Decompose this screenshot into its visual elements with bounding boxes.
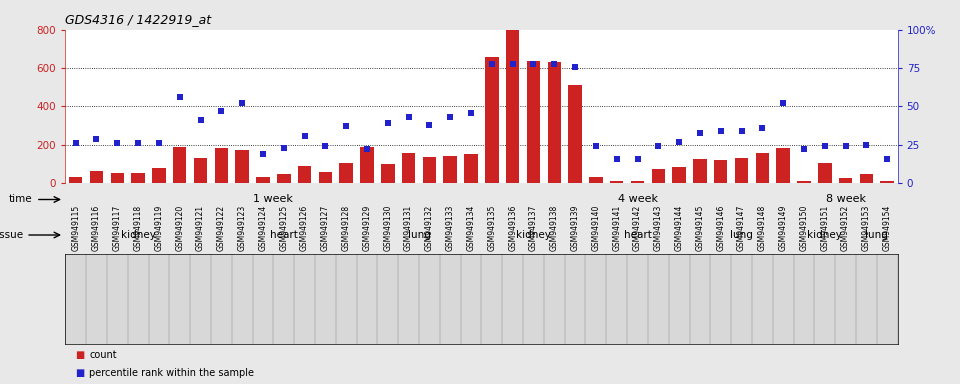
Point [817, 143, 832, 149]
Point [339, 123, 354, 129]
Text: ■: ■ [75, 368, 84, 378]
Point [630, 156, 645, 162]
Bar [340, 163, 353, 183]
Point [193, 117, 208, 123]
Point [733, 128, 749, 134]
Text: lung: lung [408, 230, 430, 240]
Bar [880, 181, 894, 183]
Point [796, 146, 811, 152]
Point [109, 140, 125, 146]
Text: heart: heart [624, 230, 652, 240]
Bar [69, 177, 83, 183]
Bar [859, 174, 874, 183]
Text: 8 week: 8 week [826, 195, 866, 205]
Text: 4 week: 4 week [617, 195, 658, 205]
Point [567, 64, 583, 70]
Bar [610, 181, 623, 183]
Point [421, 122, 437, 128]
Text: lung: lung [865, 230, 888, 240]
Bar [132, 174, 145, 183]
Text: kidney: kidney [807, 230, 842, 240]
Bar [756, 153, 769, 183]
Point [234, 100, 250, 106]
Point [214, 108, 229, 114]
Bar [298, 166, 311, 183]
Text: count: count [89, 350, 117, 360]
Point [359, 146, 374, 152]
Point [858, 142, 874, 148]
Bar [672, 167, 685, 183]
Point [172, 94, 187, 100]
Text: kidney: kidney [121, 230, 156, 240]
Bar [797, 181, 811, 183]
Bar [402, 153, 416, 183]
Bar [89, 170, 104, 183]
Point [443, 114, 458, 120]
Point [526, 61, 541, 67]
Bar [319, 172, 332, 183]
Bar [818, 163, 831, 183]
Bar [110, 174, 124, 183]
Point [152, 140, 167, 146]
Text: ■: ■ [75, 350, 84, 360]
Bar [422, 157, 436, 183]
Bar [235, 149, 249, 183]
Bar [152, 168, 166, 183]
Bar [277, 174, 291, 183]
Point [505, 61, 520, 67]
Text: time: time [9, 195, 33, 205]
Point [879, 156, 895, 162]
Bar [547, 61, 561, 183]
Text: GDS4316 / 1422919_at: GDS4316 / 1422919_at [65, 13, 211, 26]
Text: heart: heart [270, 230, 298, 240]
Point [131, 140, 146, 146]
Bar [485, 57, 498, 183]
Bar [693, 159, 707, 183]
Point [297, 132, 312, 139]
Point [276, 145, 292, 151]
Bar [839, 178, 852, 183]
Bar [173, 147, 186, 183]
Bar [215, 147, 228, 183]
Point [464, 109, 479, 116]
Bar [381, 164, 395, 183]
Text: percentile rank within the sample: percentile rank within the sample [89, 368, 254, 378]
Bar [652, 169, 665, 183]
Bar [777, 147, 790, 183]
Bar [506, 30, 519, 183]
Bar [568, 86, 582, 183]
Bar [256, 177, 270, 183]
Point [671, 139, 686, 145]
Text: tissue: tissue [0, 230, 24, 240]
Point [755, 125, 770, 131]
Point [588, 143, 604, 149]
Point [68, 140, 84, 146]
Bar [444, 156, 457, 183]
Text: kidney: kidney [516, 230, 551, 240]
Bar [589, 177, 603, 183]
Point [255, 151, 271, 157]
Bar [714, 160, 728, 183]
Bar [465, 154, 478, 183]
Point [318, 143, 333, 149]
Point [838, 143, 853, 149]
Text: 1 week: 1 week [253, 195, 294, 205]
Point [484, 61, 499, 67]
Point [713, 128, 729, 134]
Bar [527, 61, 540, 183]
Point [651, 143, 666, 149]
Point [401, 114, 417, 120]
Point [380, 120, 396, 126]
Bar [360, 147, 373, 183]
Point [776, 100, 791, 106]
Point [546, 61, 562, 67]
Bar [194, 158, 207, 183]
Point [692, 129, 708, 136]
Point [609, 156, 624, 162]
Point [89, 136, 105, 142]
Text: lung: lung [731, 230, 753, 240]
Bar [734, 158, 748, 183]
Bar [631, 181, 644, 183]
